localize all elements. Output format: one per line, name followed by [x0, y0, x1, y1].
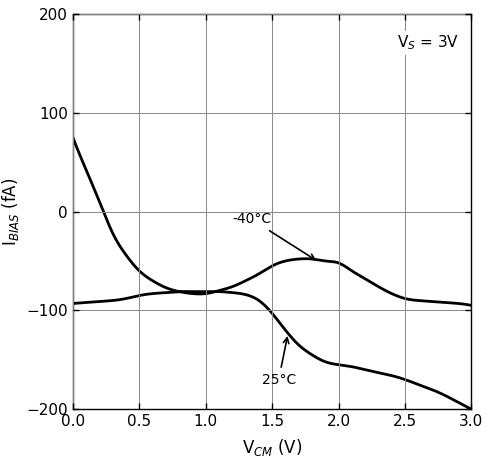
Text: 25°C: 25°C	[261, 338, 296, 386]
Y-axis label: I$_{BIAS}$ (fA): I$_{BIAS}$ (fA)	[0, 177, 21, 246]
Text: V$_S$ = 3V: V$_S$ = 3V	[398, 34, 459, 53]
Text: -40°C: -40°C	[232, 213, 315, 259]
X-axis label: V$_{CM}$ (V): V$_{CM}$ (V)	[242, 438, 302, 458]
